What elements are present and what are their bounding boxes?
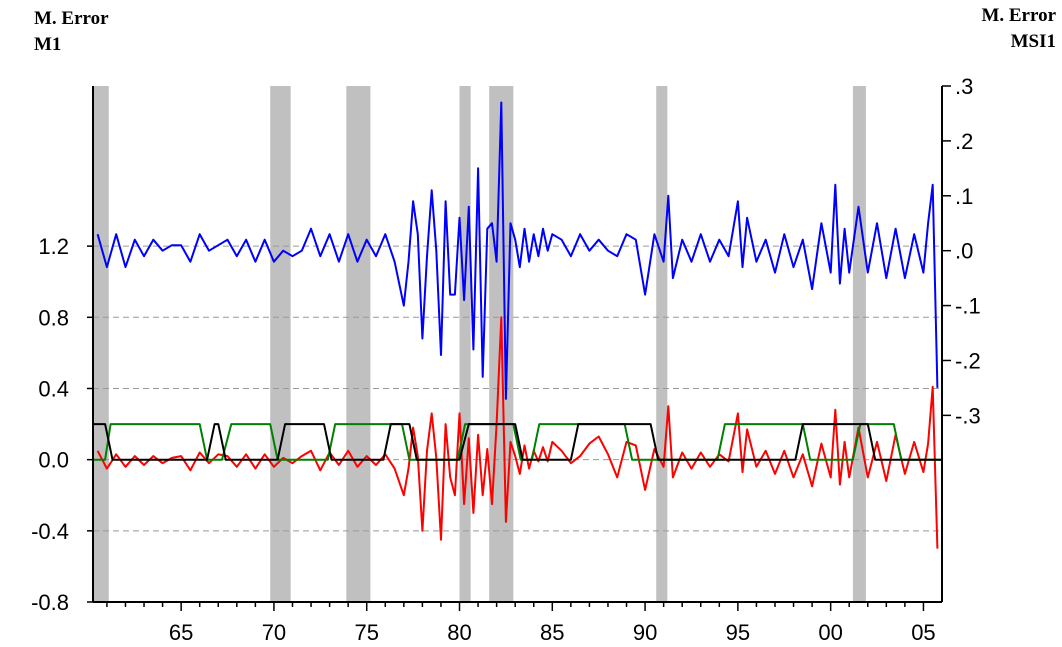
left-tick-label-4: 0.0 [38,448,69,473]
left-tick-label-1: 1.2 [38,234,69,259]
right-tick-label-1: .3 [955,74,973,99]
recession-band-1 [93,86,109,602]
right-tick-label-5: -.1 [955,294,981,319]
axes [87,85,951,611]
left-tick-label-3: 0.4 [38,376,69,401]
x-tick-label-2: 70 [262,620,286,645]
x-tick-label-9: 05 [911,620,935,645]
recession-band-2 [270,86,291,602]
gridlines [93,245,942,532]
left-axis-title: M. Error M1 [34,6,109,58]
recession-band-4 [459,86,471,602]
x-tick-label-7: 95 [726,620,750,645]
right-tick-label-2: .2 [955,129,973,154]
right-axis-title-line-2: MSI1 [1010,31,1056,52]
recession-band-7 [852,86,866,602]
recession-bands [93,86,866,602]
left-tick-label-2: 0.8 [38,305,69,330]
series-line-4 [93,423,942,461]
x-tick-label-4: 80 [447,620,471,645]
left-axis-title-line-2: M1 [34,34,62,55]
left-tick-label-5: -0.4 [31,519,69,544]
right-tick-label-6: -.2 [955,348,981,373]
x-tick-label-6: 90 [633,620,657,645]
series-line-1 [96,101,939,400]
tick-labels: 65 70 75 80 85 90 95 00 05 1.2 0.8 0.4 0.0 -0.4 -0.8 .3… [31,74,981,645]
x-tick-label-3: 75 [354,620,378,645]
right-tick-label-3: .1 [955,184,973,209]
right-axis-title-line-1: M. Error [981,5,1056,26]
recession-band-3 [346,86,371,602]
x-tick-label-5: 85 [540,620,564,645]
x-tick-label-8: 00 [818,620,842,645]
left-tick-label-6: -0.8 [31,590,69,615]
x-tick-label-1: 65 [169,620,193,645]
right-tick-label-7: -.3 [955,403,981,428]
series-line-2 [96,316,939,549]
right-tick-label-4: .0 [955,239,973,264]
left-axis-title-line-1: M. Error [34,8,109,29]
right-axis-title: M. Error MSI1 [981,3,1056,55]
series-lines [93,101,942,549]
recession-band-6 [656,86,668,602]
